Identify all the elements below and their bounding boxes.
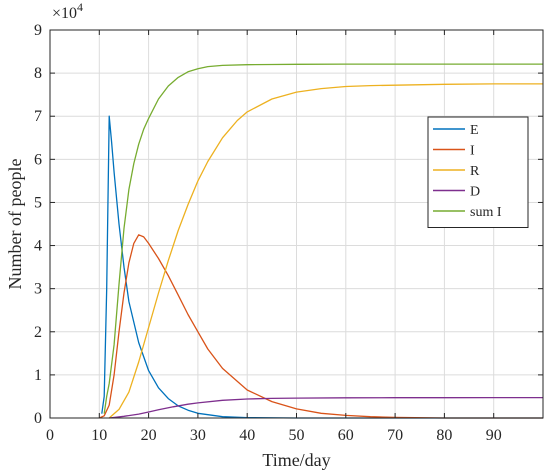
x-tick-label: 60 (338, 427, 354, 444)
x-tick-label: 70 (387, 427, 403, 444)
x-tick-label: 80 (436, 427, 452, 444)
y-tick-label: 6 (34, 151, 42, 168)
legend-label-i: I (470, 144, 475, 159)
x-tick-label: 90 (486, 427, 502, 444)
x-tick-label: 50 (289, 427, 305, 444)
series-line-d (109, 396, 543, 419)
series-line-r (108, 83, 543, 419)
legend-box (427, 116, 529, 228)
x-axis-label: Time/day (262, 450, 330, 470)
legend-label-sum-i: sum I (470, 205, 502, 220)
y-tick-label: 5 (34, 194, 42, 211)
y-multiplier-base: ×10 (52, 5, 77, 22)
legend-label-d: D (470, 185, 480, 200)
y-multiplier-label: ×104 (52, 0, 83, 22)
x-tick-label: 30 (190, 427, 206, 444)
ticks: 0 10 20 30 40 50 60 70 80 90 0 1 2 3 4 5 6 7 8 9 (34, 22, 543, 444)
y-tick-label: 8 (34, 65, 42, 82)
x-tick-label: 40 (239, 427, 255, 444)
y-tick-label: 7 (34, 108, 42, 125)
y-axis-label: Number of people (5, 159, 25, 290)
y-tick-label: 3 (34, 281, 42, 298)
x-tick-label: 0 (46, 427, 54, 444)
y-tick-label: 4 (34, 238, 42, 255)
y-tick-label: 2 (34, 324, 42, 341)
legend-label-r: R (470, 164, 480, 179)
y-tick-label: 9 (34, 22, 42, 39)
y-multiplier-exponent: 4 (77, 0, 83, 14)
legend-label-e: E (470, 123, 479, 138)
x-tick-label: 10 (91, 427, 107, 444)
series-line-i (99, 234, 543, 419)
y-tick-label: 0 (34, 410, 42, 427)
series-line-sum-i (103, 63, 543, 414)
x-tick-label: 20 (141, 427, 157, 444)
y-tick-label: 1 (34, 367, 42, 384)
